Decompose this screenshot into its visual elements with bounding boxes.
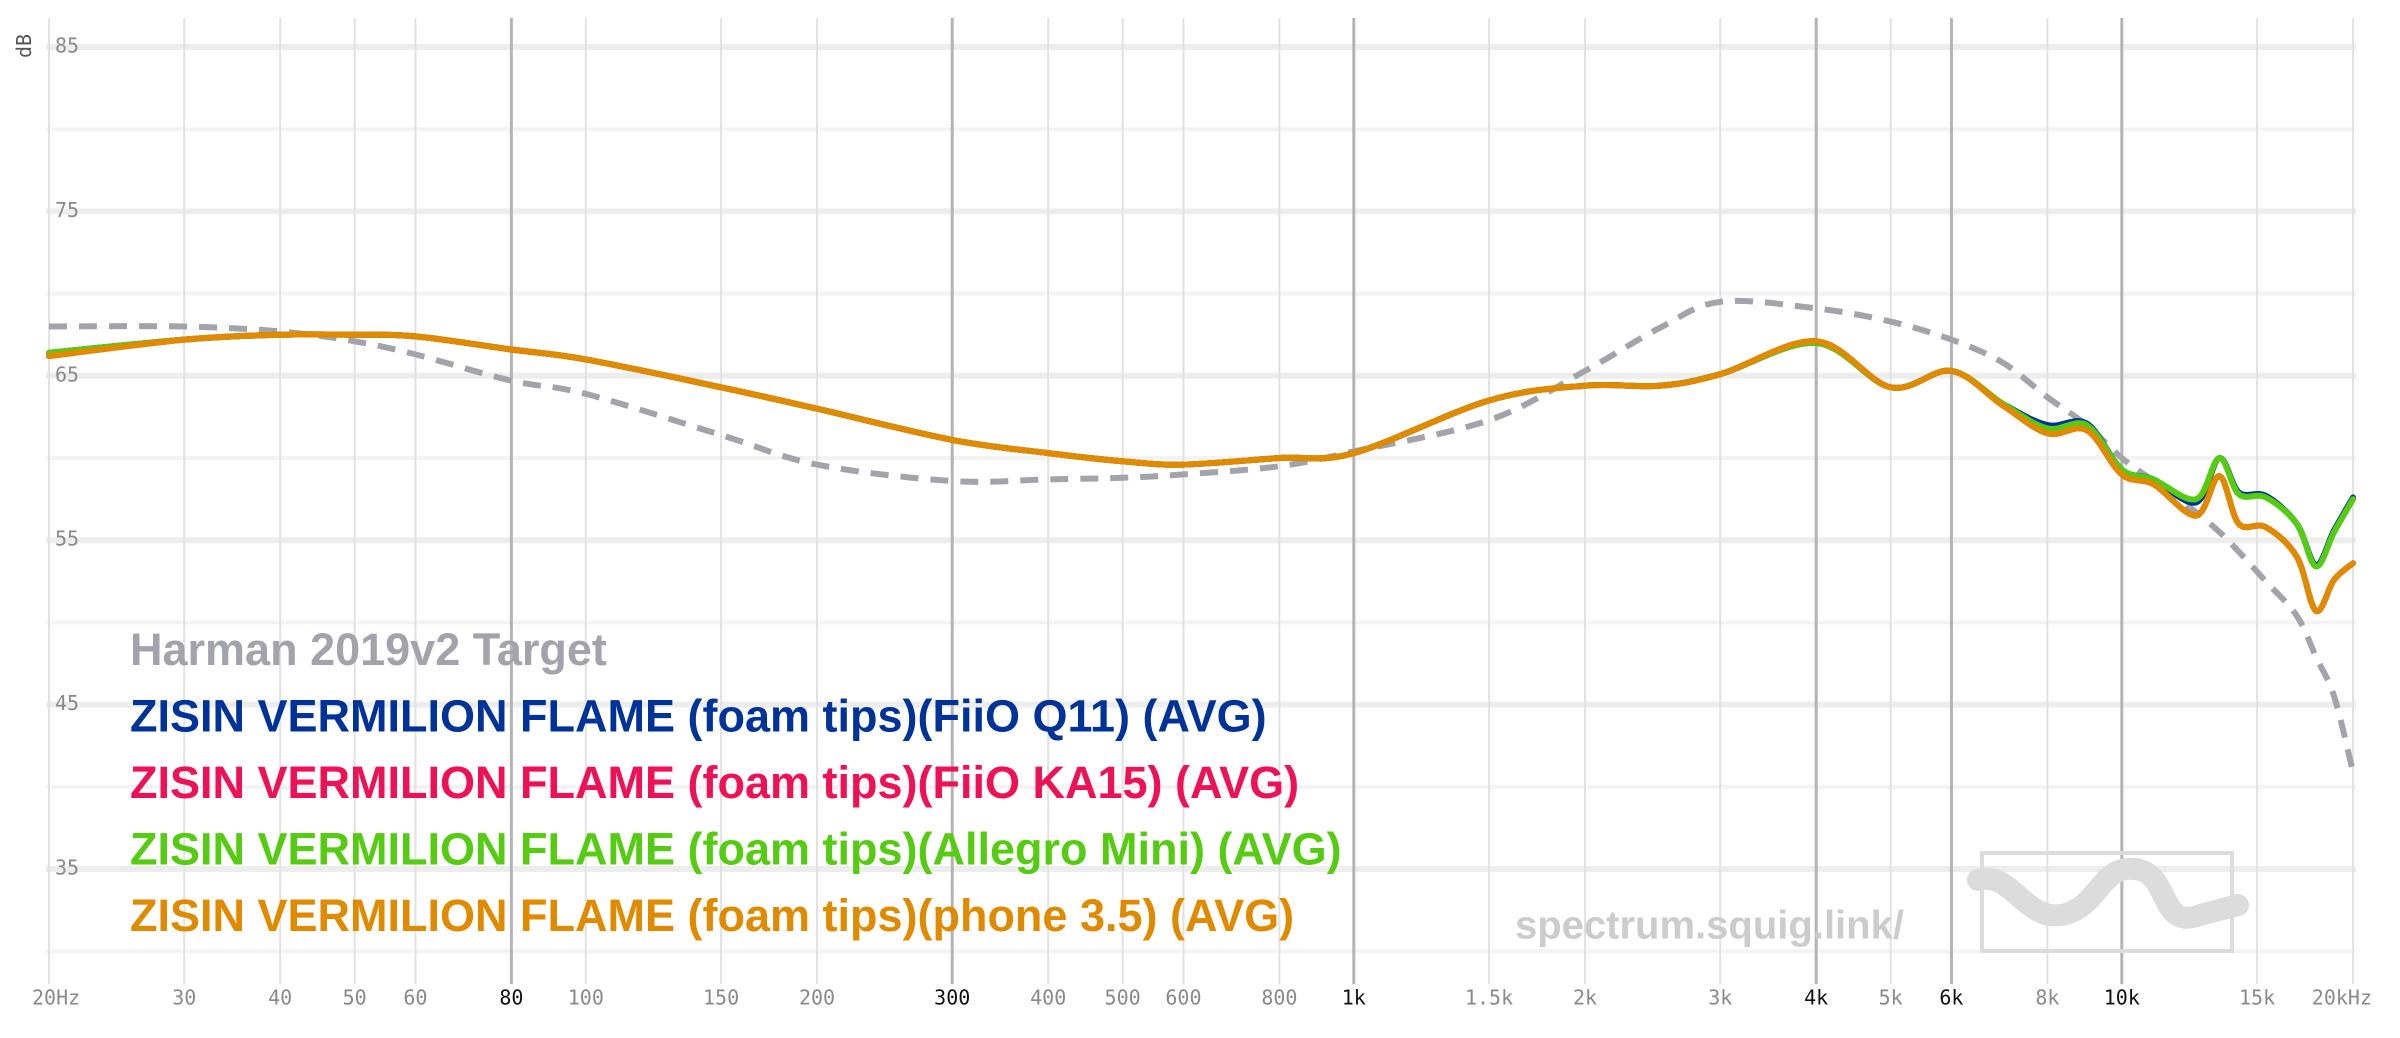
x-tick-label: 5k (1879, 986, 1903, 1010)
x-tick-label: 300 (934, 986, 970, 1010)
x-tick-label: 15k (2239, 986, 2275, 1010)
x-tick-label: 6k (1939, 986, 1963, 1010)
y-tick-label: 45 (55, 691, 79, 715)
x-tick-label: 60 (403, 986, 427, 1010)
legend-entry: ZISIN VERMILION FLAME (foam tips)(phone … (130, 890, 1294, 941)
x-tick-label: 500 (1105, 986, 1141, 1010)
logo-squiggle (1967, 857, 2249, 929)
x-tick-label: 80 (499, 986, 523, 1010)
x-tick-label: 200 (799, 986, 835, 1010)
x-tick-label: 1k (1342, 986, 1366, 1010)
x-tick-label: 40 (268, 986, 292, 1010)
x-tick-label: 4k (1804, 986, 1828, 1010)
y-tick-label: 55 (55, 527, 79, 551)
legend-entry: ZISIN VERMILION FLAME (foam tips)(FiiO Q… (130, 690, 1267, 741)
x-tick-label: 3k (1708, 986, 1732, 1010)
legend: Harman 2019v2 Target ZISIN VERMILION FLAM… (130, 624, 1342, 941)
y-tick-label: 75 (55, 198, 79, 222)
x-tick-label: 20kHz (2312, 986, 2372, 1010)
x-tick-label: 400 (1030, 986, 1066, 1010)
legend-entry: ZISIN VERMILION FLAME (foam tips)(FiiO K… (130, 757, 1299, 808)
y-tick-label: 65 (55, 362, 79, 386)
x-tick-label: 800 (1261, 986, 1297, 1010)
x-tick-label: 600 (1165, 986, 1201, 1010)
x-tick-label: 8k (2035, 986, 2059, 1010)
grid: 35 45 55 65 75 85 20Hz 30 40 50 60 80 100 150 200 300 40… (32, 18, 2372, 1010)
y-tick-label: 85 (55, 34, 79, 58)
x-tick-label: 30 (172, 986, 196, 1010)
logo (1967, 851, 2249, 953)
plot-area (46, 297, 2356, 773)
x-tick-label: 10k (2104, 986, 2140, 1010)
x-tick-label: 150 (703, 986, 739, 1010)
target-curve (48, 297, 2356, 773)
y-tick-label: 35 (55, 856, 79, 880)
watermark: spectrum.squig.link/ (1515, 904, 1904, 948)
response-curve (46, 331, 2356, 614)
x-tick-label: 100 (568, 986, 604, 1010)
legend-entry: Harman 2019v2 Target (130, 624, 607, 675)
x-tick-label: 1.5k (1465, 986, 1513, 1010)
x-tick-label: 50 (343, 986, 367, 1010)
legend-entry: ZISIN VERMILION FLAME (foam tips)(Allegr… (130, 823, 1342, 874)
x-tick-label: 20Hz (32, 986, 80, 1010)
y-axis-label: dB (12, 34, 36, 58)
x-tick-label: 2k (1573, 986, 1597, 1010)
